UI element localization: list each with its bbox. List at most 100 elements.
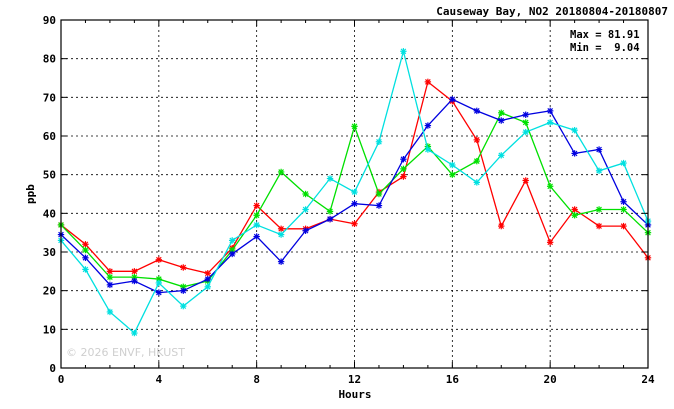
data-point [131, 268, 138, 275]
data-point [253, 202, 260, 209]
data-point [155, 256, 163, 263]
data-point [155, 279, 163, 287]
data-point [595, 222, 603, 230]
data-point [571, 127, 578, 134]
x-axis-label: Hours [338, 388, 371, 401]
data-point [522, 128, 529, 136]
data-point [546, 107, 554, 115]
data-point [180, 302, 187, 310]
data-point [351, 200, 358, 207]
data-point [546, 119, 554, 126]
y-tick-label: 50 [43, 169, 56, 182]
data-point [277, 225, 285, 232]
data-point [106, 308, 114, 316]
x-tick-label: 12 [348, 373, 361, 386]
data-point [106, 273, 114, 281]
data-point [82, 241, 89, 248]
data-point [131, 277, 138, 285]
x-tick-label: 4 [156, 373, 163, 386]
y-axis-label: ppb [24, 184, 37, 204]
data-point [522, 177, 529, 184]
max-value-label: Max = 81.91 [570, 29, 640, 41]
data-point [620, 206, 627, 213]
data-point [302, 206, 309, 213]
data-point [155, 289, 163, 296]
data-point [302, 190, 309, 198]
x-tick-label: 16 [446, 373, 460, 386]
data-point [351, 220, 358, 227]
data-point [424, 122, 432, 129]
data-point [546, 183, 554, 190]
data-point [229, 250, 236, 258]
data-point [449, 171, 456, 178]
data-point [595, 146, 603, 153]
y-tick-label: 60 [43, 130, 56, 143]
data-point [204, 275, 211, 283]
data-point [351, 123, 358, 130]
data-point [375, 138, 383, 145]
data-point [424, 146, 432, 153]
data-point [620, 222, 627, 230]
series-2 [57, 109, 652, 290]
data-point [375, 190, 383, 198]
data-point [180, 287, 187, 294]
min-value-label: Min = 9.04 [570, 42, 640, 54]
y-tick-label: 40 [43, 207, 56, 220]
chart-title: Causeway Bay, NO2 20180804-20180807 [436, 5, 668, 18]
data-point [106, 268, 114, 275]
y-tick-label: 20 [43, 285, 56, 298]
data-point [253, 221, 260, 229]
data-point [400, 173, 407, 180]
data-point [473, 107, 480, 115]
y-tick-label: 90 [43, 14, 56, 27]
data-point [498, 152, 505, 159]
data-point [375, 202, 383, 209]
data-point [400, 165, 407, 173]
data-point [204, 270, 211, 277]
data-point [522, 111, 529, 118]
data-point [204, 283, 211, 290]
data-point [473, 179, 480, 186]
x-tick-label: 24 [641, 373, 655, 386]
data-point [571, 206, 578, 213]
data-point [400, 156, 407, 163]
data-point [229, 237, 236, 244]
data-point [277, 231, 285, 238]
data-point [473, 136, 480, 144]
data-point [595, 206, 603, 213]
data-point [302, 227, 309, 234]
data-point [424, 78, 432, 86]
y-tick-label: 80 [43, 53, 56, 66]
data-point [595, 167, 603, 174]
data-point [82, 246, 89, 254]
data-point [106, 281, 114, 289]
x-tick-label: 8 [253, 373, 260, 386]
series-4 [57, 48, 652, 337]
x-tick-label: 20 [544, 373, 557, 386]
data-point [571, 150, 578, 157]
y-axis: 0 10 20 30 40 50 60 70 80 90 [43, 14, 648, 375]
data-point [351, 188, 358, 196]
data-point [522, 119, 529, 126]
copyright-watermark: © 2026 ENVF, HKUST [66, 346, 185, 359]
y-tick-label: 0 [49, 362, 56, 375]
data-point [620, 198, 627, 205]
data-point [449, 96, 456, 103]
data-point [620, 159, 627, 167]
data-point [277, 258, 285, 265]
data-point [277, 168, 285, 176]
x-axis: 0 4 8 12 16 20 24 [58, 20, 655, 386]
x-tick-label: 0 [58, 373, 65, 386]
data-point [449, 161, 456, 169]
series-layer [57, 48, 652, 337]
data-point [82, 266, 89, 273]
data-point [400, 48, 407, 55]
grid-lines [61, 20, 648, 368]
data-point [546, 239, 554, 246]
data-point [253, 233, 260, 240]
data-point [82, 254, 89, 261]
data-point [326, 208, 334, 215]
data-point [326, 215, 334, 223]
data-point [473, 157, 480, 165]
